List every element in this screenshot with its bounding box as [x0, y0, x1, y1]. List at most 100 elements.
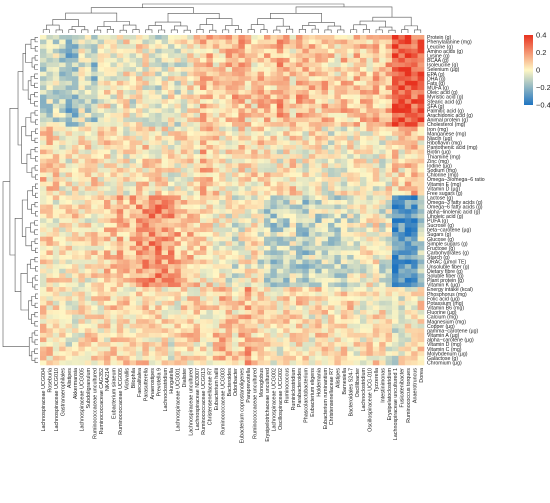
heatmap-cell: [347, 300, 354, 306]
heatmap-cell: [52, 200, 60, 205]
heatmap-cell: [136, 314, 143, 320]
heatmap-cell: [308, 268, 316, 274]
heatmap-cell: [212, 310, 220, 315]
heatmap-cell: [360, 241, 367, 247]
row-label: Potassium (mg): [427, 301, 464, 307]
heatmap-cell: [78, 222, 86, 228]
heatmap-cell: [91, 94, 98, 100]
heatmap-cell: [360, 85, 367, 91]
heatmap-cell: [308, 126, 316, 132]
heatmap-cell: [180, 200, 188, 205]
heatmap-cell: [404, 135, 412, 141]
heatmap-cell: [46, 186, 54, 192]
heatmap-cell: [276, 76, 284, 82]
heatmap-cell: [97, 250, 105, 256]
heatmap-cell: [40, 305, 47, 311]
heatmap-cell: [148, 323, 156, 329]
heatmap-cell: [212, 135, 220, 141]
heatmap-cell: [219, 163, 226, 169]
heatmap-cell: [142, 80, 150, 86]
heatmap-cell: [257, 163, 265, 169]
heatmap-cell: [168, 158, 175, 164]
heatmap-cell: [321, 39, 329, 45]
heatmap-cell: [136, 39, 143, 45]
heatmap-cell: [264, 67, 271, 72]
heatmap-cell: [392, 291, 399, 297]
heatmap-cell: [308, 140, 316, 146]
heatmap-cell: [251, 342, 258, 347]
heatmap-cell: [244, 126, 252, 132]
heatmap-cell: [123, 245, 130, 251]
heatmap-cell: [302, 186, 310, 192]
heatmap-cell: [187, 85, 194, 91]
heatmap-cell: [404, 282, 412, 288]
heatmap-cell: [379, 355, 386, 361]
heatmap-cell: [72, 181, 79, 187]
heatmap-cell: [116, 213, 124, 219]
heatmap-cell: [116, 291, 124, 297]
heatmap-cell: [379, 314, 386, 320]
heatmap-cell: [78, 259, 86, 265]
heatmap-cell: [116, 126, 124, 132]
heatmap-cell: [379, 48, 386, 54]
heatmap-cell: [244, 222, 252, 228]
heatmap-cell: [110, 259, 118, 265]
heatmap-cell: [187, 172, 194, 178]
heatmap-cell: [340, 108, 348, 114]
heatmap-cell: [225, 122, 233, 127]
heatmap-cell: [174, 332, 182, 338]
heatmap-cell: [360, 282, 367, 288]
heatmap-cell: [283, 108, 290, 114]
heatmap-cell: [392, 94, 399, 100]
heatmap-cell: [340, 328, 348, 334]
heatmap-cell: [270, 103, 278, 109]
heatmap-cell: [59, 200, 66, 205]
heatmap-cell: [110, 204, 118, 210]
heatmap-cell: [212, 140, 220, 146]
heatmap-cell: [219, 268, 226, 274]
heatmap-cell: [353, 57, 361, 63]
heatmap-cell: [353, 291, 361, 297]
heatmap-cell: [302, 53, 310, 59]
heatmap-cell: [65, 277, 73, 283]
heatmap-cell: [308, 328, 316, 334]
heatmap-cell: [91, 232, 98, 237]
heatmap-cell: [168, 39, 175, 45]
heatmap-cell: [372, 300, 380, 306]
heatmap-cell: [340, 140, 348, 146]
heatmap-cell: [40, 131, 47, 137]
heatmap-cell: [315, 39, 322, 45]
heatmap-cell: [97, 241, 105, 247]
heatmap-cell: [225, 273, 233, 279]
heatmap-cell: [328, 273, 335, 279]
heatmap-cell: [78, 190, 86, 196]
heatmap-cell: [65, 314, 73, 320]
heatmap-cell: [187, 337, 194, 343]
heatmap-cell: [97, 99, 105, 105]
heatmap-cell: [289, 177, 297, 182]
heatmap-cell: [78, 163, 86, 169]
heatmap-cell: [52, 195, 60, 201]
heatmap-cell: [200, 241, 207, 247]
heatmap-cell: [174, 67, 182, 72]
heatmap-cell: [52, 332, 60, 338]
heatmap-cell: [385, 108, 393, 114]
heatmap-cell: [347, 328, 354, 334]
heatmap-cell: [417, 273, 425, 279]
heatmap-cell: [398, 90, 406, 95]
heatmap-cell: [84, 296, 92, 302]
heatmap-cell: [251, 85, 258, 91]
heatmap-cell: [238, 76, 246, 82]
heatmap-cell: [59, 236, 66, 242]
heatmap-cell: [148, 131, 156, 137]
heatmap-cell: [340, 172, 348, 178]
heatmap-cell: [97, 213, 105, 219]
heatmap-cell: [360, 94, 367, 100]
heatmap-cell: [91, 39, 98, 45]
heatmap-cell: [148, 181, 156, 187]
column-label: Lachnoclostridium: [163, 367, 169, 411]
heatmap-cell: [289, 85, 297, 91]
heatmap-cell: [238, 112, 246, 118]
heatmap-cell: [129, 277, 137, 283]
heatmap-cell: [411, 167, 418, 173]
